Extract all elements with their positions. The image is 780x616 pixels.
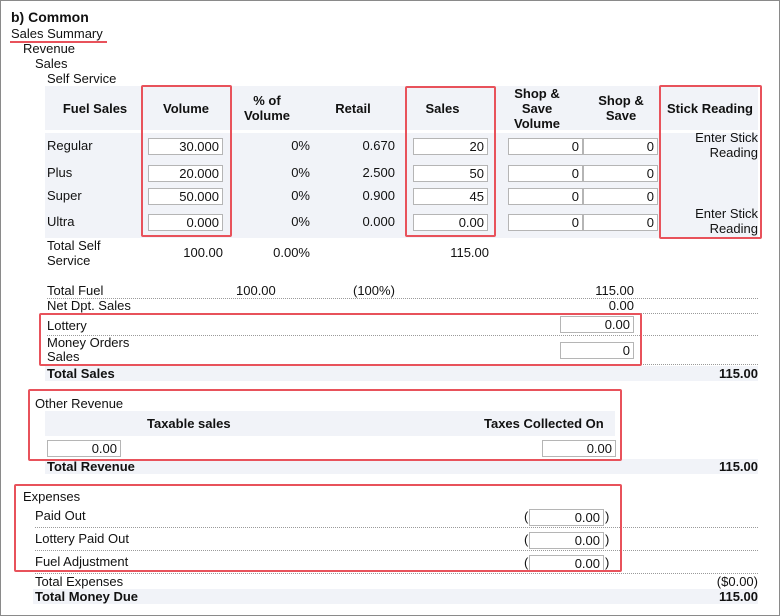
self-service-label: Self Service — [47, 71, 117, 86]
shop-save-volume-header: Shop & Save Volume — [514, 86, 560, 131]
net-dpt-sales-label: Net Dpt. Sales — [47, 298, 131, 313]
lottery-label: Lottery — [47, 318, 87, 333]
sales-label: Sales — [35, 56, 68, 71]
lottery-paid-out-label: Lottery Paid Out — [35, 531, 129, 546]
fuel-adjustment-label: Fuel Adjustment — [35, 554, 129, 569]
ultra-volume-input[interactable] — [148, 214, 223, 231]
total-revenue-value: 115.00 — [718, 459, 758, 474]
divider — [35, 573, 758, 574]
stick-reading-header: Stick Reading — [667, 101, 753, 116]
regular-shop-save-input[interactable] — [583, 138, 658, 155]
lottery-input[interactable] — [560, 316, 634, 333]
taxes-collected-input[interactable] — [542, 440, 616, 457]
sales-highlight — [405, 86, 496, 237]
paren-close: ) — [605, 509, 610, 524]
total-fuel-label: Total Fuel — [47, 283, 104, 298]
money-orders-label: Money Orders Sales — [47, 335, 130, 364]
fuel-row-regular-name: Regular — [47, 138, 93, 153]
ultra-shop-save-input[interactable] — [583, 214, 658, 231]
super-pct: 0% — [291, 188, 310, 203]
total-sales-label: Total Sales — [47, 366, 115, 381]
ultra-sales-input[interactable] — [413, 214, 488, 231]
plus-volume-input[interactable] — [148, 165, 223, 182]
lottery-paid-out-input[interactable] — [529, 532, 604, 549]
other-revenue-title: Other Revenue — [35, 396, 124, 411]
paren-open: ( — [524, 555, 529, 570]
paren-open: ( — [524, 532, 529, 547]
pct-volume-header: % of Volume — [244, 93, 290, 123]
money-orders-input[interactable] — [560, 342, 634, 359]
fuel-row-ultra-name: Ultra — [47, 214, 75, 229]
sales-header: Sales — [425, 101, 460, 116]
ultra-pct: 0% — [291, 214, 310, 229]
other-revenue-header-bg — [45, 411, 615, 436]
ultra-stick-reading-link[interactable]: Enter Stick Reading — [695, 206, 758, 236]
total-money-due-bg — [33, 589, 758, 604]
ultra-retail: 0.000 — [362, 214, 395, 229]
total-sales-value: 115.00 — [718, 366, 758, 381]
lottery-money-orders-highlight — [39, 313, 642, 366]
fuel-table-header-bg — [45, 86, 758, 130]
volume-header: Volume — [163, 101, 209, 116]
other-revenue-highlight — [28, 389, 622, 461]
paren-open: ( — [524, 509, 529, 524]
fuel-row-super-name: Super — [47, 188, 82, 203]
total-money-due-value: 115.00 — [718, 589, 758, 604]
total-revenue-bg — [45, 459, 758, 474]
regular-shop-save-volume-input[interactable] — [508, 138, 583, 155]
taxable-sales-header: Taxable sales — [147, 416, 231, 431]
total-fuel-volume: 100.00 — [236, 283, 276, 298]
revenue-label: Revenue — [23, 41, 76, 56]
total-fuel-pct: (100%) — [353, 283, 395, 298]
retail-header: Retail — [335, 101, 371, 116]
section-title: b) Common — [11, 9, 89, 25]
summary-underline — [10, 41, 107, 43]
total-fuel-sales: 115.00 — [595, 283, 634, 298]
super-sales-input[interactable] — [413, 188, 488, 205]
fuel-sales-header: Fuel Sales — [62, 101, 128, 116]
expenses-title: Expenses — [23, 489, 81, 504]
volume-highlight — [141, 85, 232, 237]
net-dpt-sales-value: 0.00 — [608, 298, 634, 313]
stick-reading-highlight — [659, 85, 762, 239]
taxable-sales-input[interactable] — [47, 440, 121, 457]
total-money-due-label: Total Money Due — [35, 589, 139, 604]
super-volume-input[interactable] — [148, 188, 223, 205]
super-shop-save-volume-input[interactable] — [508, 188, 583, 205]
divider — [47, 298, 758, 299]
ultra-shop-save-volume-input[interactable] — [508, 214, 583, 231]
expenses-highlight — [14, 484, 622, 572]
plus-shop-save-input[interactable] — [583, 165, 658, 182]
plus-retail: 2.500 — [362, 165, 395, 180]
divider — [35, 527, 758, 528]
total-self-service-pct: 0.00% — [273, 245, 310, 260]
sales-summary-link[interactable]: Sales Summary — [11, 26, 103, 41]
paren-close: ) — [605, 532, 610, 547]
regular-sales-input[interactable] — [413, 138, 488, 155]
regular-stick-reading-link[interactable]: Enter Stick Reading — [695, 130, 758, 160]
total-expenses-label: Total Expenses — [35, 574, 124, 589]
paid-out-input[interactable] — [529, 509, 604, 526]
plus-shop-save-volume-input[interactable] — [508, 165, 583, 182]
plus-sales-input[interactable] — [413, 165, 488, 182]
regular-volume-input[interactable] — [148, 138, 223, 155]
taxes-collected-header: Taxes Collected On — [484, 416, 604, 431]
total-expenses-value: ($0.00) — [716, 574, 758, 589]
shop-save-header: Shop & Save — [598, 93, 644, 123]
divider — [35, 550, 758, 551]
paid-out-label: Paid Out — [35, 508, 86, 523]
regular-retail: 0.670 — [362, 138, 395, 153]
plus-pct: 0% — [291, 165, 310, 180]
total-self-service-sales: 115.00 — [450, 245, 489, 260]
fuel-row-plus-name: Plus — [47, 165, 73, 180]
total-self-service-volume: 100.00 — [183, 245, 223, 260]
paren-close: ) — [605, 555, 610, 570]
divider — [47, 335, 758, 336]
total-self-service-label: Total Self Service — [47, 238, 101, 268]
regular-pct: 0% — [291, 138, 310, 153]
super-shop-save-input[interactable] — [583, 188, 658, 205]
total-sales-bg — [45, 366, 758, 381]
total-revenue-label: Total Revenue — [47, 459, 135, 474]
super-retail: 0.900 — [362, 188, 395, 203]
